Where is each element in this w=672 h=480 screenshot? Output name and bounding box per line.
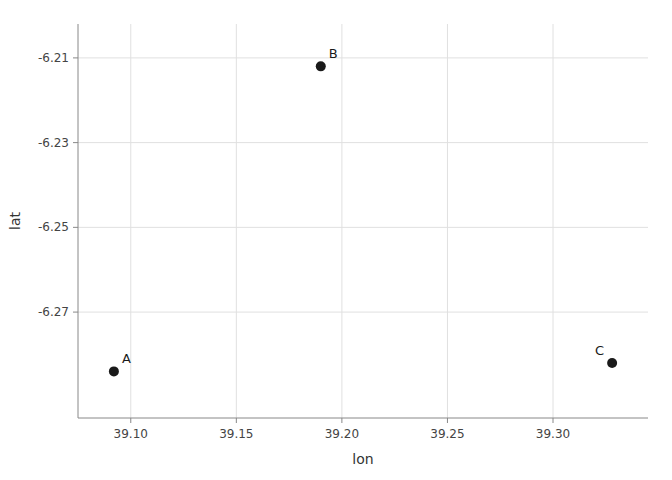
tick-label-x: 39.15 (219, 427, 253, 441)
point (316, 61, 326, 71)
axis-line-y (78, 24, 79, 418)
grid (78, 24, 648, 418)
axis-title-y: lat (7, 212, 23, 230)
tick-label-y: -6.21 (38, 51, 69, 65)
tick-label-y: -6.25 (38, 220, 69, 234)
chart-container: 39.10 39.15 39.20 39.25 39.30 -6.21 -6.23 -6.25… (0, 0, 672, 480)
tick-label-x: 39.25 (430, 427, 464, 441)
axis-title-x: lon (352, 451, 373, 467)
tick-y (73, 57, 78, 58)
tick-label-x: 39.20 (325, 427, 359, 441)
grid-line-x (553, 24, 554, 418)
tick-y (73, 227, 78, 228)
point-labels: A B C (122, 46, 604, 366)
point-label: C (595, 343, 604, 358)
tick-label-y: -6.27 (38, 305, 69, 319)
tick-label-y: -6.23 (38, 136, 69, 150)
grid-line-x (341, 24, 342, 418)
grid-line-y (78, 57, 648, 58)
point-label: B (329, 46, 338, 61)
chart-svg: 39.10 39.15 39.20 39.25 39.30 -6.21 -6.23 -6.25… (0, 0, 672, 480)
tick-y (73, 312, 78, 313)
point (607, 358, 617, 368)
grid-line-y (78, 142, 648, 143)
tick-x (130, 418, 131, 423)
grid-line-y (78, 227, 648, 228)
tick-label-x: 39.10 (114, 427, 148, 441)
axes: 39.10 39.15 39.20 39.25 39.30 -6.21 -6.23 -6.25… (38, 24, 648, 441)
tick-x (447, 418, 448, 423)
grid-line-y (78, 312, 648, 313)
tick-x (341, 418, 342, 423)
point (109, 366, 119, 376)
axis-line-x (78, 418, 648, 419)
tick-x (553, 418, 554, 423)
tick-label-x: 39.30 (536, 427, 570, 441)
point-label: A (122, 351, 131, 366)
tick-y (73, 142, 78, 143)
points (109, 61, 617, 376)
tick-x (236, 418, 237, 423)
grid-line-x (236, 24, 237, 418)
grid-line-x (447, 24, 448, 418)
